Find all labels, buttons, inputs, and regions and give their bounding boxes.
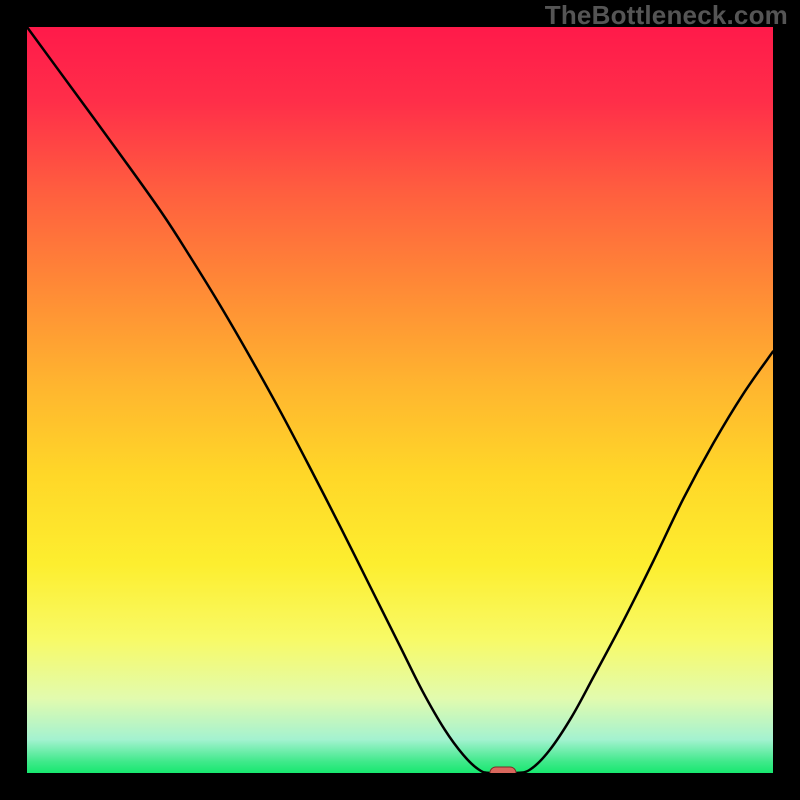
chart-svg: [27, 27, 773, 773]
minimum-marker: [490, 767, 516, 773]
gradient-background: [27, 27, 773, 773]
plot-area: [27, 27, 773, 773]
